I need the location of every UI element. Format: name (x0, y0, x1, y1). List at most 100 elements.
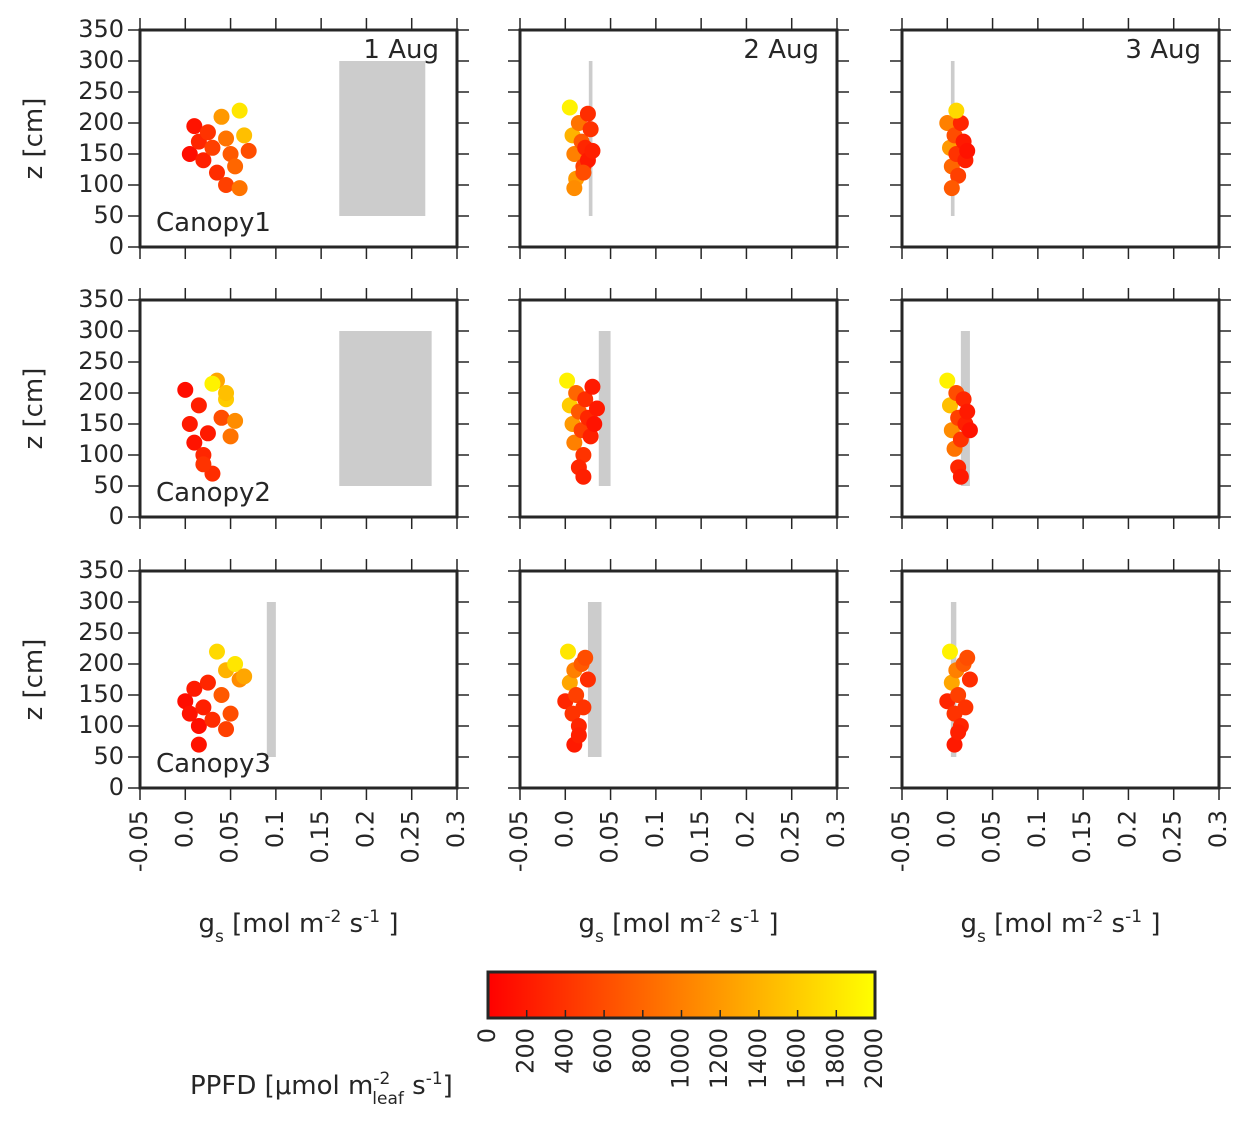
point (177, 381, 194, 398)
axes-frame (138, 28, 459, 249)
colorbar-tick-label: 200 (512, 1028, 540, 1074)
x-tick-label: 0.0 (932, 810, 960, 848)
x-tick-label: -0.05 (505, 810, 533, 872)
point (199, 674, 216, 691)
y-tick-label: 0 (109, 232, 124, 260)
point (213, 409, 230, 426)
point (957, 699, 974, 716)
point (950, 167, 967, 184)
point (190, 718, 207, 734)
panel: 0 50 100 150 200 250 300 350 Canopy2 z [cm] (19, 285, 469, 530)
y-tick-label: 250 (78, 347, 124, 375)
point (181, 146, 198, 162)
point (204, 139, 221, 156)
band (266, 602, 276, 757)
y-tick-label: 100 (78, 170, 124, 198)
y-tick-label: 350 (78, 556, 124, 584)
colorbar-tick-label: 400 (550, 1028, 578, 1074)
label-part: PPFD [μmol m (190, 1071, 373, 1101)
point (566, 434, 583, 451)
point (186, 680, 203, 697)
point (959, 403, 976, 420)
y-tick-label: 150 (78, 409, 124, 437)
point (939, 372, 956, 389)
colorbar-tick-label: 0 (473, 1028, 501, 1043)
point (199, 425, 216, 442)
y-tick-label: 100 (78, 440, 124, 468)
x-tick-label: 0.15 (1068, 810, 1096, 863)
panel: 0 50 100 150 200 250 300 350 1 Aug Canopy1 z [cm] (19, 15, 469, 260)
point (199, 124, 216, 141)
label-part: s (977, 927, 986, 947)
point (240, 142, 257, 159)
point (181, 705, 198, 722)
x-tick-label: 0.05 (216, 810, 244, 863)
y-tick-label: 250 (78, 618, 124, 646)
point (227, 158, 244, 175)
label-part: -1 (363, 907, 380, 927)
point (579, 671, 596, 688)
x-tick-label: 0.1 (1023, 810, 1051, 848)
x-tick-label: -0.05 (125, 810, 153, 872)
x-axis-label: gs [mol m-2 s-1 ] (579, 907, 779, 947)
point (577, 391, 594, 408)
y-tick-label: 350 (78, 285, 124, 313)
label-part: [mol m (986, 909, 1086, 939)
x-axis-label: gs [mol m-2 s-1 ] (199, 907, 399, 947)
axes-frame (138, 569, 459, 790)
point (946, 736, 963, 753)
y-tick-label: 0 (109, 502, 124, 530)
y-tick-label: 200 (78, 378, 124, 406)
x-tick-label: 0.25 (1159, 810, 1187, 863)
y-tick-label: 100 (78, 711, 124, 739)
colorbar-tick-label: 1600 (783, 1028, 811, 1089)
point (218, 130, 235, 147)
point (181, 416, 198, 432)
point (195, 699, 212, 716)
panel (508, 288, 849, 529)
axes-frame (900, 28, 1221, 249)
x-tick-label: 0.0 (550, 810, 578, 848)
point (942, 397, 959, 414)
point (204, 711, 221, 728)
point (584, 142, 601, 159)
label-part: g (961, 909, 978, 939)
point (222, 428, 239, 445)
point (943, 674, 960, 691)
x-tick-label: 0.0 (170, 810, 198, 848)
point (955, 391, 972, 408)
label-part: ] (1142, 909, 1160, 939)
y-tick-label: 300 (78, 587, 124, 615)
label-part: -2 (1086, 907, 1103, 927)
x-tick-label: 0.3 (1204, 810, 1232, 848)
point (204, 375, 221, 392)
y-axis-label: z [cm] (19, 98, 49, 180)
point (959, 142, 976, 159)
label-part: -2 (324, 907, 341, 927)
band (339, 61, 426, 216)
panel: 2 Aug (508, 18, 849, 259)
label-part: -1 (743, 907, 760, 927)
point (177, 693, 194, 710)
x-tick-label: 0.05 (978, 810, 1006, 863)
y-tick-label: 0 (109, 773, 124, 801)
colorbar-tick-label: 600 (589, 1028, 617, 1074)
x-tick-label: 0.1 (641, 810, 669, 848)
colorbar-tick-label: 2000 (860, 1028, 888, 1089)
panel: 3 Aug (890, 18, 1231, 259)
label-part: -1 (426, 1069, 443, 1089)
point (566, 180, 583, 197)
x-tick-label: 0.2 (351, 810, 379, 848)
point (939, 115, 956, 131)
point (190, 397, 207, 414)
label-part: ] (760, 909, 778, 939)
panel: -0.05 0.0 0.05 0.1 0.15 0.2 0.25 0.3 0 50 100 150 20… (19, 556, 470, 947)
colorbar-tick-label: 800 (628, 1028, 656, 1074)
label-part: -1 (1125, 907, 1142, 927)
panel-title: 2 Aug (743, 35, 819, 65)
label-part: s (404, 1071, 426, 1101)
x-tick-label: 0.2 (731, 810, 759, 848)
point (213, 108, 230, 125)
axes-frame (900, 569, 1221, 790)
y-tick-label: 150 (78, 139, 124, 167)
